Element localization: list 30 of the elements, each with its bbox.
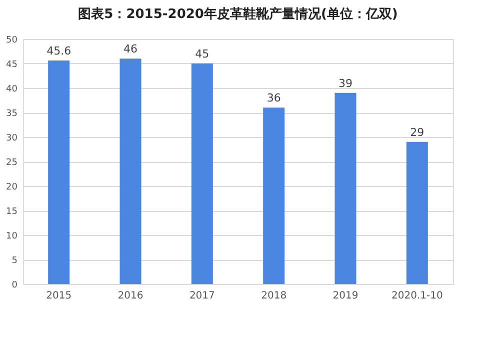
y-tick-label: 30 (6, 134, 18, 144)
x-tick-label: 2018 (261, 290, 287, 302)
x-tick-label: 2017 (189, 290, 215, 302)
bar (48, 60, 70, 284)
bar (334, 92, 356, 284)
bar (406, 142, 428, 284)
bar (263, 108, 285, 284)
bar (120, 58, 142, 284)
data-label: 36 (266, 92, 281, 105)
y-tick-label: 10 (6, 232, 18, 242)
y-tick-label: 20 (6, 182, 18, 192)
data-label: 46 (124, 42, 138, 56)
y-tick-label: 0 (12, 280, 18, 290)
data-label: 45 (195, 48, 210, 60)
y-tick-label: 40 (6, 84, 18, 94)
y-tick-label: 15 (6, 207, 18, 217)
x-tick-label: 2015 (46, 290, 72, 302)
chart-title: 图表5：2015-2020年皮革鞋靴产量情况(单位：亿双) (78, 6, 398, 22)
data-label: 29 (410, 126, 424, 139)
bar (191, 64, 213, 284)
x-tick-label: 2020.1-10 (392, 290, 443, 302)
y-tick-label: 5 (12, 256, 18, 266)
x-tick-label: 2016 (118, 290, 144, 302)
data-label: 45.6 (46, 44, 72, 58)
y-tick-label: 25 (6, 158, 18, 168)
x-tick-label: 2019 (332, 290, 358, 302)
data-label: 39 (338, 76, 352, 90)
y-tick-label: 50 (6, 36, 18, 46)
y-tick-label: 35 (6, 109, 18, 119)
y-tick-label: 45 (6, 60, 18, 70)
